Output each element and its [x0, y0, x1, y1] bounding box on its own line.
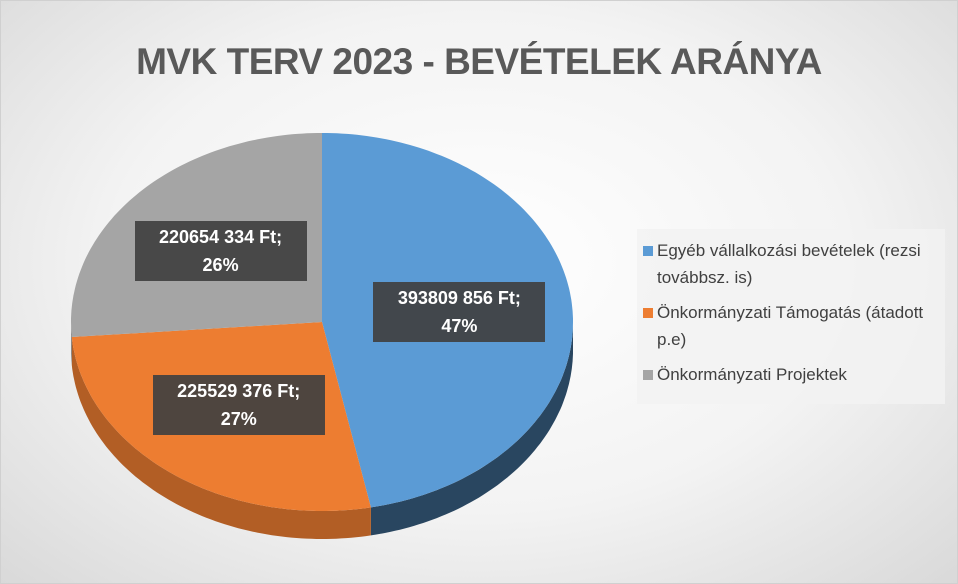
chart-title: MVK TERV 2023 - BEVÉTELEK ARÁNYA	[136, 41, 822, 82]
data-label: 225529 376 Ft; 27%	[152, 374, 325, 435]
data-label: 220654 334 Ft; 26%	[134, 221, 307, 282]
legend-swatch	[643, 308, 653, 318]
slice-side	[71, 337, 371, 539]
legend-item: Önkormányzati Támogatás (átadott p.e)	[641, 299, 941, 353]
slice-side	[71, 322, 72, 365]
legend-label: Egyéb vállalkozási bevételek (rezsi tová…	[657, 241, 921, 287]
data-label: 393809 856 Ft; 47%	[373, 281, 546, 342]
legend-swatch	[643, 246, 653, 256]
legend-swatch	[643, 370, 653, 380]
legend-label: Önkormányzati Projektek	[657, 365, 847, 384]
legend-label: Önkormányzati Támogatás (átadott p.e)	[657, 303, 924, 349]
slice-side	[370, 322, 573, 536]
legend-item: Egyéb vállalkozási bevételek (rezsi tová…	[641, 237, 941, 291]
legend-item: Önkormányzati Projektek	[641, 361, 941, 388]
legend: Egyéb vállalkozási bevételek (rezsi tová…	[637, 229, 945, 404]
